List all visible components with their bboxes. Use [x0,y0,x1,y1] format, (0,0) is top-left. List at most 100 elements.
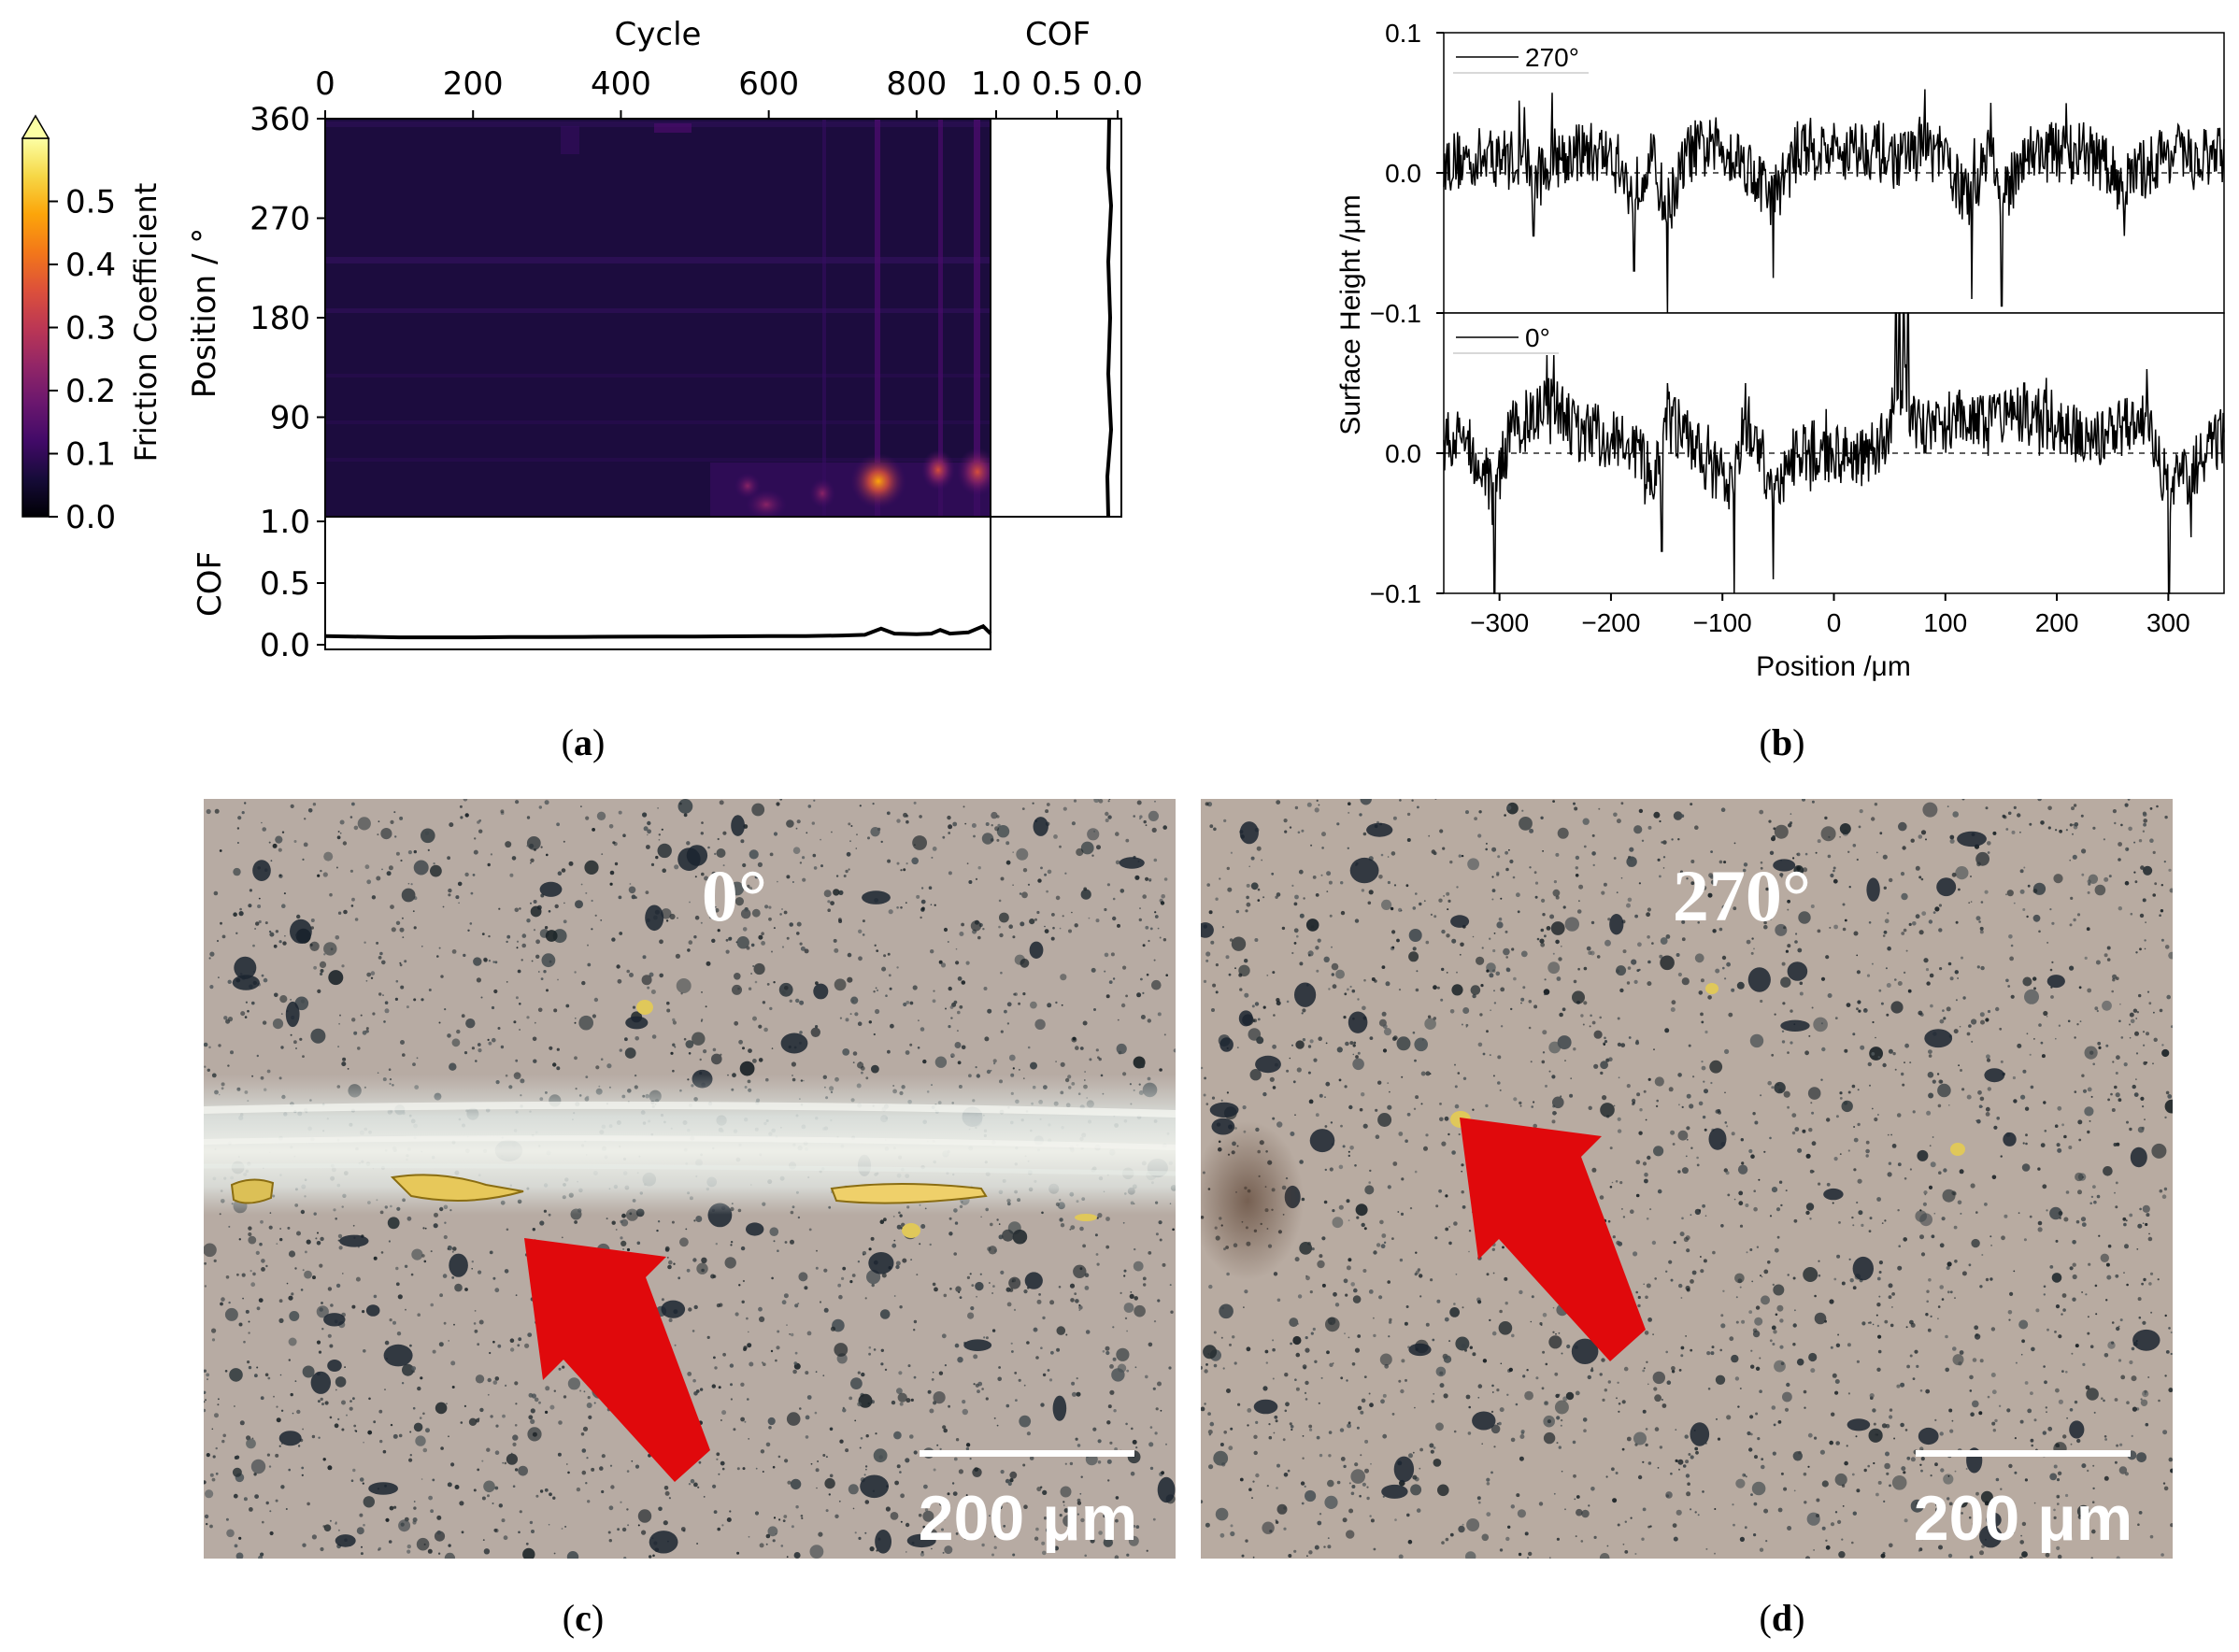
particle-speck [2092,1464,2095,1467]
particle-speck [600,919,603,921]
particle-speck [1804,1050,1809,1056]
particle-speck [754,980,758,984]
particle-speck [1890,1133,1892,1136]
particle-speck [1677,1073,1682,1077]
particle-speck [316,1340,321,1345]
particle-speck [1876,1197,1881,1202]
particle-speck [672,1043,676,1047]
particle-speck [748,1438,750,1440]
particle-speck [205,1489,214,1499]
particle-speck [481,1460,484,1462]
particle-speck [245,1309,250,1314]
particle-speck [762,1471,764,1473]
pore-dark [645,904,664,932]
particle-speck [823,890,832,898]
particle-speck [1934,1418,1937,1421]
particle-speck [447,1033,451,1038]
particle-speck [1748,1447,1753,1452]
particle-speck [1331,973,1335,976]
particle-speck [1612,1498,1618,1503]
particle-speck [1056,1347,1061,1352]
particle-speck [563,919,567,924]
particle-speck [845,1018,849,1022]
particle-speck [1955,866,1969,880]
particle-speck [529,843,535,848]
particle-speck [461,1531,464,1534]
particle-speck [1308,1099,1314,1104]
particle-speck [506,940,508,944]
particle-speck [1368,1181,1371,1184]
particle-speck [218,976,220,978]
particle-speck [208,1046,211,1049]
particle-speck [562,1365,565,1369]
particle-speck [1734,1376,1740,1381]
pore-dark [290,919,312,944]
particle-speck [1380,853,1384,857]
particle-speck [1108,980,1113,984]
particle-speck [628,886,636,894]
particle-speck [850,1377,863,1389]
particle-speck [1552,889,1561,897]
particle-speck [1622,1543,1625,1545]
particle-speck [1544,978,1547,981]
particle-speck [252,1272,256,1276]
particle-speck [211,1328,217,1333]
particle-speck [1947,1474,1950,1477]
particle-speck [1685,1155,1688,1158]
particle-speck [1122,965,1127,970]
particle-speck [747,1343,752,1348]
particle-speck [1858,1210,1863,1216]
particle-speck [799,942,803,946]
particle-speck [1759,809,1764,815]
particle-speck [2105,1262,2110,1267]
particle-speck [1601,890,1605,895]
particle-speck [1680,1297,1683,1299]
particle-speck [433,1223,438,1229]
particle-speck [1362,1269,1367,1273]
particle-speck [287,1226,291,1230]
particle-speck [1824,1319,1827,1323]
particle-speck [1324,1168,1328,1172]
particle-speck [1760,999,1763,1004]
particle-speck [1552,1104,1556,1108]
particle-speck [1618,1076,1620,1079]
particle-speck [740,1417,745,1422]
particle-speck [2137,1223,2143,1229]
particle-speck [1993,1125,1998,1130]
particle-speck [854,1531,857,1534]
particle-speck [857,1371,861,1374]
particle-speck [1105,1346,1110,1351]
particle-speck [1373,1333,1376,1338]
particle-speck [1300,1481,1305,1486]
particle-speck [2014,1471,2018,1474]
particle-speck [872,803,875,805]
particle-speck [440,1446,444,1450]
particle-speck [1054,1545,1059,1551]
particle-speck [1787,1051,1790,1054]
particle-speck [1070,1298,1075,1303]
particle-speck [1511,1333,1515,1338]
particle-speck [791,1525,794,1529]
particle-speck [812,853,817,858]
particle-speck [1659,875,1661,878]
particle-speck [1465,810,1469,815]
heatmap-y-tick-label: 180 [250,300,310,337]
particle-speck [716,1303,721,1308]
particle-speck [1294,1257,1300,1262]
particle-speck [740,1382,745,1388]
particle-speck [1228,973,1232,976]
particle-speck [379,1439,383,1444]
particle-speck [249,1507,253,1512]
particle-speck [2005,893,2007,896]
particle-speck [933,1468,936,1472]
particle-speck [1915,914,1920,919]
particle-speck [1044,925,1046,928]
particle-speck [1474,817,1477,820]
particle-speck [544,1488,549,1492]
particle-speck [337,1233,343,1239]
particle-speck [2057,1471,2062,1476]
particle-speck [1688,1044,1691,1047]
particle-speck [2084,1106,2094,1117]
particle-speck [804,948,809,954]
particle-speck [847,976,853,983]
